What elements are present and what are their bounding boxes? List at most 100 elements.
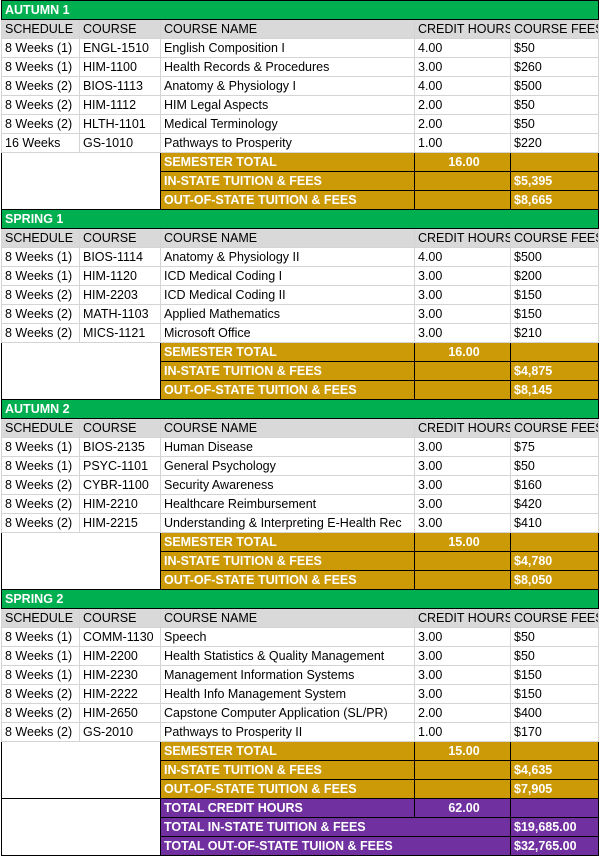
course-code-cell: HLTH-1101: [79, 114, 161, 134]
table-row: 8 Weeks (2) HIM-2210 Healthcare Reimbursem…: [1, 494, 599, 514]
course-code-cell: PSYC-1101: [79, 456, 161, 476]
course-name-cell: Health Records & Procedures: [160, 57, 415, 77]
course-name-cell: Pathways to Prosperity II: [160, 722, 415, 742]
course-fees-cell: $170: [510, 722, 599, 742]
in-state-row: IN-STATE TUITION & FEES $5,395: [1, 171, 599, 191]
header-course-fees: COURSE FEES: [510, 19, 599, 39]
semester-header: SPRING 1: [1, 209, 599, 229]
schedule-cell: 8 Weeks (1): [1, 247, 80, 267]
in-state-value: $5,395: [510, 171, 599, 191]
grand-total-out-state-row: TOTAL OUT-OF-STATE TUIION & FEES $32,765.…: [1, 836, 599, 856]
semester-total-fees-blank: [510, 532, 599, 552]
header-course: COURSE: [79, 228, 161, 248]
course-code-cell: HIM-1112: [79, 95, 161, 115]
credit-hours-cell: 3.00: [414, 475, 511, 495]
table-row: 8 Weeks (2) MICS-1121 Microsoft Office 3.00…: [1, 323, 599, 343]
course-name-cell: Anatomy & Physiology I: [160, 76, 415, 96]
out-state-hours-blank: [414, 570, 511, 590]
schedule-cell: 8 Weeks (1): [1, 38, 80, 58]
course-fees-cell: $400: [510, 703, 599, 723]
course-fees-cell: $50: [510, 456, 599, 476]
course-name-cell: Health Statistics & Quality Management: [160, 646, 415, 666]
column-header-row: SCHEDULE COURSE COURSE NAME CREDIT HOURS COU…: [1, 228, 599, 248]
course-name-cell: Human Disease: [160, 437, 415, 457]
semester-header: AUTUMN 2: [1, 399, 599, 419]
course-code-cell: HIM-2215: [79, 513, 161, 533]
table-row: 8 Weeks (2) HIM-2650 Capstone Computer App…: [1, 703, 599, 723]
semester-total-row: SEMESTER TOTAL 15.00: [1, 741, 599, 761]
credit-hours-cell: 3.00: [414, 627, 511, 647]
course-code-cell: BIOS-2135: [79, 437, 161, 457]
course-name-cell: ICD Medical Coding I: [160, 266, 415, 286]
course-name-cell: ICD Medical Coding II: [160, 285, 415, 305]
course-name-cell: English Composition I: [160, 38, 415, 58]
course-fees-cell: $50: [510, 627, 599, 647]
course-name-cell: Health Info Management System: [160, 684, 415, 704]
schedule-cell: 8 Weeks (2): [1, 304, 80, 324]
blank-cell: [1, 798, 161, 818]
blank-cell: [1, 342, 161, 362]
out-state-hours-blank: [414, 190, 511, 210]
table-row: 8 Weeks (1) COMM-1130 Speech 3.00 $50: [1, 627, 599, 647]
header-course-name: COURSE NAME: [160, 228, 415, 248]
schedule-cell: 16 Weeks: [1, 133, 80, 153]
course-fees-cell: $410: [510, 513, 599, 533]
blank-cell: [1, 779, 161, 799]
credit-hours-cell: 3.00: [414, 57, 511, 77]
grand-total-in-state-row: TOTAL IN-STATE TUITION & FEES $19,685.00: [1, 817, 599, 837]
total-credit-hours-value: 62.00: [414, 798, 511, 818]
course-code-cell: HIM-1120: [79, 266, 161, 286]
blank-cell: [1, 836, 161, 856]
course-code-cell: GS-1010: [79, 133, 161, 153]
course-fees-cell: $50: [510, 114, 599, 134]
in-state-label: IN-STATE TUITION & FEES: [160, 760, 415, 780]
semester-total-label: SEMESTER TOTAL: [160, 741, 415, 761]
course-code-cell: HIM-2222: [79, 684, 161, 704]
semester-title: AUTUMN 2: [1, 399, 599, 419]
credit-hours-cell: 2.00: [414, 95, 511, 115]
header-course-fees: COURSE FEES: [510, 228, 599, 248]
table-row: 8 Weeks (2) HIM-2222 Health Info Managemen…: [1, 684, 599, 704]
course-name-cell: Management Information Systems: [160, 665, 415, 685]
blank-cell: [1, 152, 161, 172]
out-state-row: OUT-OF-STATE TUITION & FEES $7,905: [1, 779, 599, 799]
semester-header: SPRING 2: [1, 589, 599, 609]
out-state-label: OUT-OF-STATE TUITION & FEES: [160, 380, 415, 400]
table-row: 8 Weeks (1) HIM-2200 Health Statistics & Q…: [1, 646, 599, 666]
in-state-label: IN-STATE TUITION & FEES: [160, 551, 415, 571]
blank-cell: [1, 570, 161, 590]
total-out-state-label: TOTAL OUT-OF-STATE TUIION & FEES: [160, 836, 511, 856]
course-fees-cell: $150: [510, 285, 599, 305]
course-code-cell: HIM-1100: [79, 57, 161, 77]
header-credit-hours: CREDIT HOURS: [414, 418, 511, 438]
table-row: 8 Weeks (2) CYBR-1100 Security Awareness 3.…: [1, 475, 599, 495]
schedule-cell: 8 Weeks (1): [1, 646, 80, 666]
course-fees-cell: $150: [510, 665, 599, 685]
credit-hours-cell: 3.00: [414, 494, 511, 514]
table-row: 8 Weeks (1) BIOS-2135 Human Disease 3.00 $75: [1, 437, 599, 457]
in-state-row: IN-STATE TUITION & FEES $4,780: [1, 551, 599, 571]
course-code-cell: ENGL-1510: [79, 38, 161, 58]
credit-hours-cell: 3.00: [414, 665, 511, 685]
credit-hours-cell: 4.00: [414, 76, 511, 96]
table-row: 8 Weeks (2) HIM-1112 HIM Legal Aspects 2.00…: [1, 95, 599, 115]
semester-total-label: SEMESTER TOTAL: [160, 152, 415, 172]
course-code-cell: HIM-2210: [79, 494, 161, 514]
column-header-row: SCHEDULE COURSE COURSE NAME CREDIT HOURS COU…: [1, 608, 599, 628]
course-code-cell: HIM-2230: [79, 665, 161, 685]
header-credit-hours: CREDIT HOURS: [414, 19, 511, 39]
schedule-cell: 8 Weeks (1): [1, 437, 80, 457]
credit-hours-cell: 3.00: [414, 646, 511, 666]
course-code-cell: HIM-2203: [79, 285, 161, 305]
semester-total-fees-blank: [510, 152, 599, 172]
header-course-name: COURSE NAME: [160, 19, 415, 39]
out-state-hours-blank: [414, 779, 511, 799]
credit-hours-cell: 4.00: [414, 38, 511, 58]
schedule-cell: 8 Weeks (2): [1, 703, 80, 723]
course-name-cell: General Psychology: [160, 456, 415, 476]
semester-title: AUTUMN 1: [1, 0, 599, 20]
header-course: COURSE: [79, 608, 161, 628]
schedule-cell: 8 Weeks (2): [1, 684, 80, 704]
header-course-fees: COURSE FEES: [510, 608, 599, 628]
